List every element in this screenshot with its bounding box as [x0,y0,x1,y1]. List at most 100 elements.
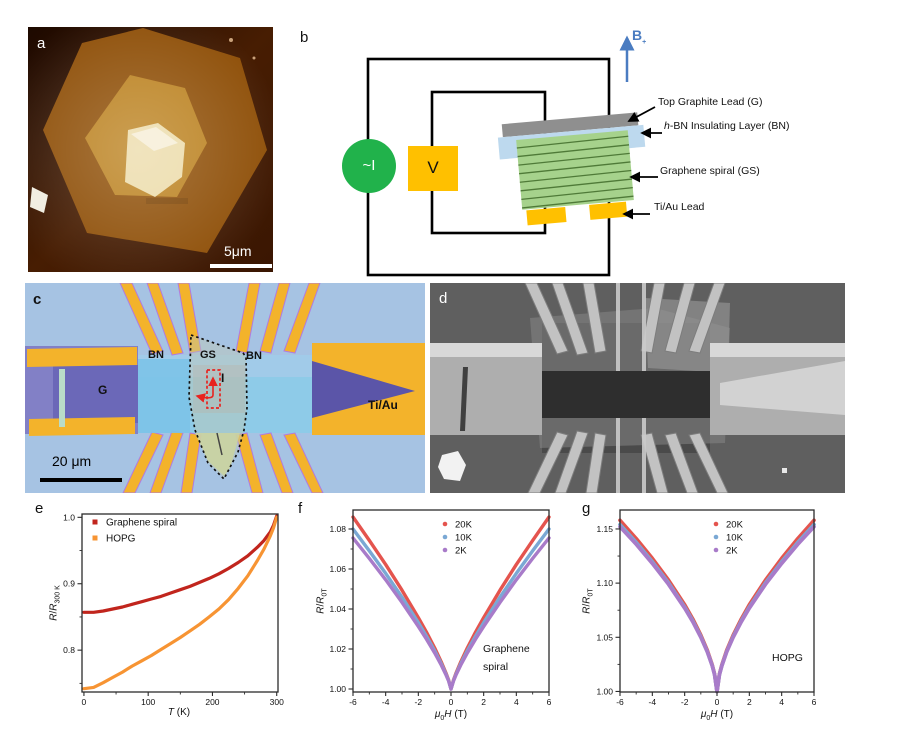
current-arrow-left [195,393,214,403]
label-gs: GS [200,349,216,361]
series-hopg [82,515,279,691]
legend-marker-graphene-spiral [92,519,98,525]
label-bn-right: BN [246,350,262,362]
legend-marker-2k [442,547,448,553]
flake-tan-overlap [193,365,245,413]
optical-micrograph-art [25,283,425,493]
legend-label: Graphene spiral [106,518,177,529]
legend-marker-20k [713,521,719,527]
sem-right-pad-top [710,343,845,357]
panel-letter-e: e [35,500,44,517]
panel-letter-f: f [298,500,303,517]
legend-marker-hopg [92,535,98,541]
panel-d-sem-micrograph: d [430,283,845,493]
spiral-stripes [516,135,634,209]
y-tick-label: 1.02 [329,644,346,654]
scalebar-line-a [210,264,272,268]
x-tick-label: -4 [649,697,657,707]
y-axis-label-g: R/R0T [581,588,595,614]
y-tick-label: 1.08 [329,524,346,534]
x-tick-label: -6 [616,697,624,707]
series-graphene-spiral [82,514,279,614]
plot-e: 0 100 200 300 0.8 0.9 1.0 Graphene spiral HOPG [63,512,284,707]
plot-frame [352,509,550,693]
panel-c-optical-micrograph: c BN GS BN G I Ti/Au 20 μm [25,283,425,493]
legend-label: 20K [455,520,473,531]
legend-label: 2K [726,546,738,557]
scalebar-line-c [40,478,122,482]
sem-left-pad-body [430,343,542,435]
sem-left-pad [430,343,542,435]
y-tick-label: 1.05 [596,632,613,642]
x-tick-label: -6 [349,697,357,707]
annotation-tiau: Ti/Au Lead [654,201,705,213]
series-20k [351,515,551,691]
sem-micrograph-art [430,283,845,493]
legend-label: 10K [455,533,473,544]
label-current: I [221,371,225,385]
afm-glow-overlay [28,27,273,272]
current-dashed-box [206,369,221,409]
x-tick-label: 2 [481,697,486,707]
y-axis-label-e: R/R300 K [48,585,62,621]
x-tick-label: -2 [415,697,423,707]
y-tick-label: 1.06 [329,564,346,574]
voltmeter-symbol [408,146,458,191]
x-tick-label: -2 [681,697,689,707]
y-tick-label: 1.04 [329,604,346,614]
panel-a-afm-image: a 5μm [28,27,273,272]
legend-label: 20K [726,520,744,531]
chart-resistance-vs-temperature: 0 100 200 300 0.8 0.9 1.0 Graphene spiral HOPG e… [25,495,305,740]
tiau-pad-right [589,201,628,220]
annotation-arrows [622,106,662,220]
plot-f: -6 -4 -2 0 2 4 6 1.00 1.02 1.04 1.06 1.08 20K 10K 2K Gr… [329,509,552,707]
sem-right-pad [710,343,845,435]
sem-fingers-bottom [527,430,729,493]
legend-marker-10k [442,534,448,540]
label-bn-left: BN [148,349,164,361]
x-tick-label: 6 [812,697,817,707]
y-tick-label: 0.9 [63,579,75,589]
plot-g: -6 -4 -2 0 2 4 6 1.00 1.05 1.10 1.15 20K 10K 2K HOPG [596,509,817,707]
x-tick-label: -4 [382,697,390,707]
x-tick-label: 0 [82,697,87,707]
label-g: G [98,383,108,397]
gate-bright-stripe [59,369,65,427]
series-2k [351,536,551,691]
sem-right-pad-wedge [720,361,845,415]
circuit-art [342,35,662,277]
gate-gold-top [27,347,137,367]
x-tick-label: 200 [205,697,219,707]
device-stack [497,112,646,226]
plot-annotation: HOPG [772,652,803,664]
x-tick-label: 100 [141,697,155,707]
right-tiau-electrode [312,343,425,435]
scalebar-label-a: 5μm [224,243,252,259]
plot-annotation: spiral [483,661,508,673]
tiau-purple-wedge [312,361,415,418]
annotation-spiral: Graphene spiral (GS) [660,165,760,177]
top-graphite-lead-shape [501,112,639,138]
x-tick-label: 0 [449,697,454,707]
x-tick-label: 6 [547,697,552,707]
y-tick-label: 1.15 [596,524,613,534]
y-tick-label: 1.10 [596,578,613,588]
arrow-top-graphite [627,106,656,122]
annotation-hbn: h-BN Insulating Layer (BN) [664,120,790,132]
x-axis-label-g: μ0H (T) [700,709,734,722]
panel-letter-c: c [33,291,42,308]
y-axis-label-f: R/R0T [315,588,329,614]
left-gate-electrode [25,346,138,436]
current-source-label: ~I [362,157,376,174]
scalebar-label-c: 20 μm [52,453,92,469]
flake-green-lower [195,433,240,476]
panel-letter-a: a [37,35,46,52]
flake-crack [216,432,223,456]
graphene-spiral-shape [516,130,634,210]
series-20k [618,518,816,694]
y-tick-label: 1.00 [596,686,613,696]
bn-bright-left [138,359,190,433]
current-path-marker [195,369,221,409]
gs-flake [188,333,248,481]
